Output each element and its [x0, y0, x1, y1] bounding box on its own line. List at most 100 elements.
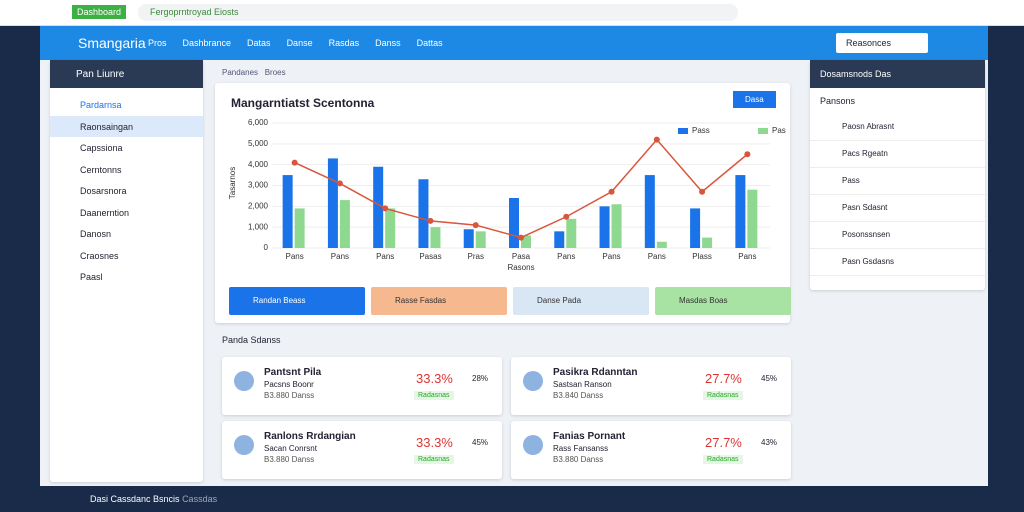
- trend-point: [653, 136, 660, 143]
- trend-line: [294, 138, 748, 239]
- y-tick-label: 5,000: [248, 139, 269, 148]
- card-meta: B3.840 Danss: [553, 391, 604, 400]
- nav-item[interactable]: Dattas: [416, 38, 443, 48]
- bar: [566, 218, 577, 248]
- bar: [521, 235, 531, 248]
- nav-item[interactable]: Pros: [148, 38, 167, 48]
- trend-point: [744, 151, 751, 158]
- sidebar: Pan Liunre Pardarnsa Raonsaingan Capssiona…: [50, 60, 203, 482]
- card-bar: Radasnas: [703, 391, 743, 400]
- card-icon: [523, 371, 543, 391]
- bar: [463, 229, 474, 248]
- legend-swatch: [678, 128, 688, 134]
- action-button[interactable]: Danse Pada: [513, 287, 649, 315]
- button-row: Randan Beass Rasse Fasdas Danse Pada Masdas…: [229, 287, 791, 315]
- right-panel-item[interactable]: Pass: [810, 168, 985, 195]
- sidebar-item[interactable]: Raonsaingan: [50, 115, 203, 137]
- nav-item[interactable]: Datas: [247, 38, 271, 48]
- trend-point: [518, 234, 524, 241]
- right-panel-filter[interactable]: Das: [875, 69, 892, 79]
- card-icon: [234, 371, 254, 391]
- bar: [644, 175, 655, 248]
- bar: [373, 166, 384, 248]
- x-tick-label: Pans: [286, 252, 304, 261]
- card-title: Pantsnt Pila: [264, 367, 322, 378]
- right-rail: [988, 26, 1024, 512]
- url-bar[interactable]: Fergoprntroyad Eiosts: [138, 4, 738, 21]
- browser-bar: Dashboard Fergoprntroyad Eiosts: [0, 0, 1024, 26]
- right-panel-item[interactable]: Posonssnsen: [810, 222, 985, 249]
- chart: Tasarnos Rasons 0 1,000 2,000 3,000 4,000 5,000…: [228, 118, 786, 272]
- y-tick-label: 2,000: [248, 201, 269, 210]
- left-rail: [0, 26, 40, 512]
- card-meta: B3.880 Danss: [553, 455, 604, 464]
- card-sub: Rass Fansanss: [553, 444, 609, 453]
- legend-swatch: [758, 128, 768, 134]
- trend-point: [472, 222, 479, 229]
- card-meta: B3.880 Danss: [264, 455, 315, 464]
- right-panel-item[interactable]: Pacs Rgeatn: [810, 141, 985, 168]
- sidebar-item[interactable]: Craosnes: [80, 250, 119, 261]
- right-panel-item[interactable]: Pasn Gsdasns: [810, 249, 985, 276]
- trend-point: [382, 205, 389, 212]
- bar: [702, 237, 713, 248]
- card-pct: 27.7%: [705, 371, 742, 386]
- card-title: Ranlons Rrdangian: [264, 431, 356, 442]
- tab[interactable]: Dashboard: [72, 5, 127, 19]
- bar: [509, 198, 519, 248]
- sidebar-item[interactable]: Cerntonns: [80, 164, 122, 175]
- trend-point: [699, 188, 706, 195]
- card-title: Fanias Pornant: [553, 431, 626, 442]
- action-button[interactable]: Masdas Boas: [655, 287, 791, 315]
- sidebar-item[interactable]: Paasl: [80, 272, 103, 282]
- x-tick-label: Pans: [557, 252, 575, 261]
- bar: [599, 206, 610, 248]
- x-tick-label: Pans: [738, 252, 756, 261]
- search[interactable]: Reasonces: [836, 33, 928, 53]
- card-pct: 27.7%: [705, 435, 742, 450]
- card-icon: [234, 435, 254, 455]
- bar: [385, 208, 396, 248]
- crumb[interactable]: Pandanes: [222, 68, 259, 77]
- action-button[interactable]: Rasse Fasdas: [371, 287, 507, 315]
- x-tick-label: Plass: [692, 252, 712, 261]
- right-panel-item[interactable]: Paosn Abrasnt: [810, 114, 985, 141]
- crumb[interactable]: Broes: [264, 68, 286, 77]
- y-tick-label: 0: [264, 243, 269, 252]
- bar: [282, 175, 293, 248]
- chart-title: Mangarntiatst Scentonna: [231, 96, 375, 110]
- right-panel-heading: Pansons: [820, 96, 856, 106]
- sidebar-item[interactable]: Dosarsnora: [80, 186, 127, 196]
- sidebar-item[interactable]: Danosn: [80, 229, 112, 239]
- action-button[interactable]: Randan Beass: [229, 287, 365, 315]
- nav-item[interactable]: Dashbrance: [182, 38, 232, 48]
- sidebar-item[interactable]: Capssiona: [80, 143, 123, 153]
- bar: [430, 227, 441, 248]
- sidebar-item[interactable]: Daanerntion: [80, 207, 130, 218]
- nav-item[interactable]: Rasdas: [328, 38, 360, 48]
- card-sub: Sacan Conrsnt: [264, 444, 317, 453]
- nav-item[interactable]: Danse: [286, 38, 313, 48]
- sidebar-item[interactable]: Pardarnsa: [80, 100, 122, 110]
- right-panel-item[interactable]: Pasn Sdasnt: [810, 195, 985, 222]
- section-title: Panda Sdanss: [222, 335, 281, 345]
- y-tick-label: 4,000: [248, 160, 269, 169]
- right-panel-header: Dosamsnods Das: [810, 60, 985, 88]
- card-pct: 33.3%: [416, 371, 453, 386]
- card-icon: [523, 435, 543, 455]
- x-tick-label: Pans: [331, 252, 349, 261]
- chart-button[interactable]: Dasa: [733, 91, 776, 108]
- card-small: 28%: [472, 374, 489, 383]
- app-header: Smangaria Pros Dashbrance Datas Danse Rasdas…: [0, 26, 1024, 60]
- stat-card: Ranlons Rrdangian Sacan Conrsnt B3.880 Dan…: [222, 421, 502, 479]
- trend-point: [336, 180, 343, 187]
- x-tick-label: Pasa: [512, 252, 531, 261]
- bar: [735, 175, 746, 248]
- trend-point: [608, 188, 615, 195]
- bar: [327, 158, 338, 248]
- card-meta: B3.880 Danss: [264, 391, 315, 400]
- nav-item[interactable]: Danss: [375, 38, 401, 48]
- y-axis-label: Tasarnos: [228, 167, 237, 199]
- nav: Pros Dashbrance Datas Danse Rasdas Danss Datta…: [148, 38, 443, 48]
- bar: [611, 204, 622, 248]
